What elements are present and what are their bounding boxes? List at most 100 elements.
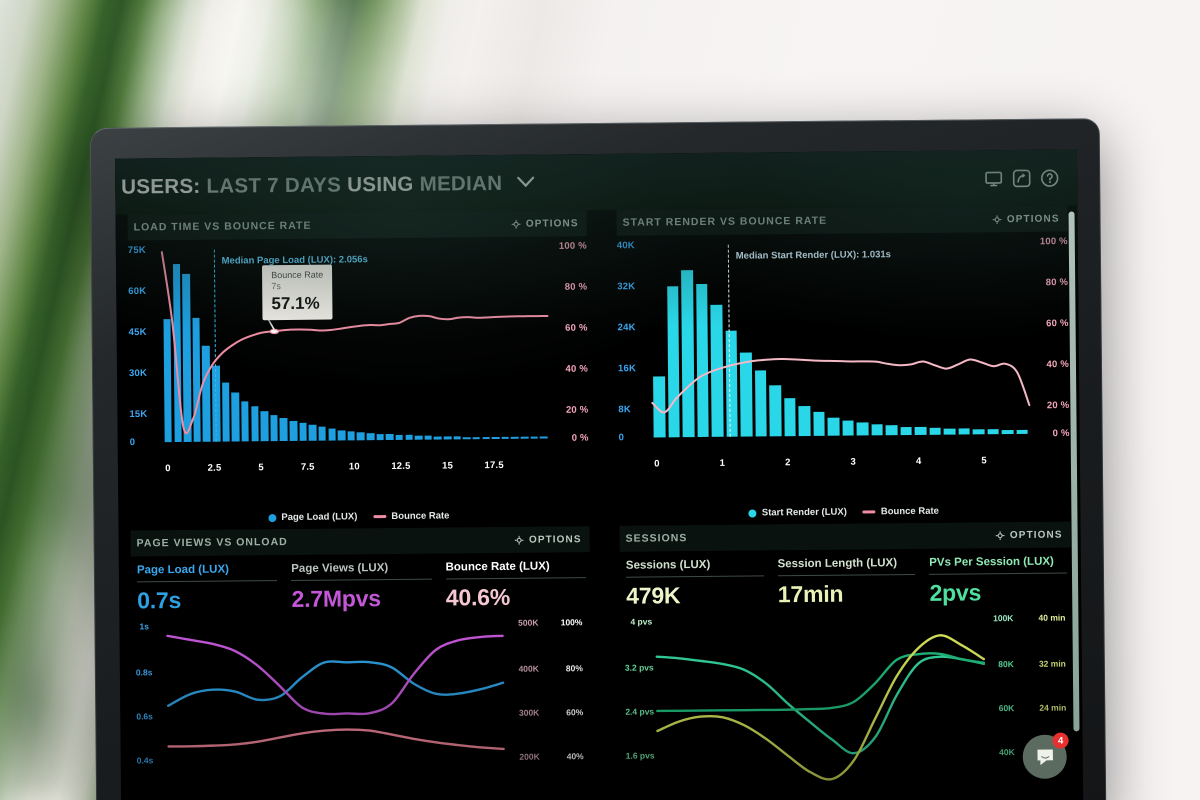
options-label: OPTIONS (525, 217, 579, 230)
x-tick: 17.5 (484, 459, 504, 472)
y2-tick: 100 % (1039, 235, 1068, 248)
dashboard-grid: LOAD TIME VS BOUNCE RATE OPTIONS 75K 60K (115, 205, 1084, 800)
header-spacer (534, 178, 975, 182)
kpi-sessions[interactable]: Sessions (LUX) 479K (626, 558, 764, 609)
legend-marker-line (862, 510, 876, 514)
kpi-label: Page Load (LUX) (136, 563, 229, 577)
title-using: USING (347, 172, 414, 197)
y-tick: 0 (618, 432, 625, 444)
kpi-label: PVs Per Session (LUX) (929, 555, 1054, 569)
options-label: OPTIONS (1006, 213, 1060, 225)
y2-tick: 60 % (565, 322, 588, 334)
legend-label: Bounce Rate (880, 505, 939, 518)
kpi-label: Sessions (LUX) (625, 558, 711, 572)
panel-page-views: PAGE VIEWS VS ONLOAD OPTIONS Page Load (… (119, 526, 603, 800)
x-tick: 10 (348, 461, 360, 473)
legend-marker-dot (268, 513, 277, 522)
left-tick: 2.4 pvs (625, 706, 655, 717)
panel-title: START RENDER VS BOUNCE RATE (622, 214, 828, 229)
panel-load-time: LOAD TIME VS BOUNCE RATE OPTIONS 75K 60K (115, 210, 599, 531)
kpi-divider (445, 577, 586, 580)
kpi-pvs-per-session[interactable]: PVs Per Session (LUX) 2pvs (929, 555, 1068, 607)
options-label: OPTIONS (1009, 529, 1063, 541)
gear-icon (514, 535, 524, 545)
title-metric: MEDIAN (419, 171, 503, 196)
right-tick-k: 100K (993, 613, 1014, 624)
panel-title: SESSIONS (625, 532, 688, 545)
mini-lines-page-views (167, 615, 503, 762)
gear-icon (511, 219, 521, 229)
chat-widget-button[interactable]: 4 (1022, 732, 1069, 779)
panel-header-start-render: START RENDER VS BOUNCE RATE OPTIONS (616, 205, 1068, 236)
right-tick-k: 200K (519, 751, 540, 762)
legend-item[interactable]: Start Render (LUX) (748, 507, 847, 519)
right-tick-k: 500K (518, 617, 539, 628)
y-tick: 0 (129, 436, 136, 448)
kpi-session-length[interactable]: Session Length (LUX) 17min (777, 557, 916, 608)
help-icon[interactable] (1040, 168, 1059, 187)
kpi-bounce-rate[interactable]: Bounce Rate (LUX) 40.6% (445, 560, 586, 611)
y-tick: 16K (617, 363, 637, 375)
x-tick: 3 (850, 456, 857, 468)
kpi-label: Bounce Rate (LUX) (445, 560, 550, 574)
chat-badge: 4 (1052, 732, 1069, 749)
options-button-start-render[interactable]: OPTIONS (992, 213, 1060, 225)
x-tick: 0 (654, 458, 660, 470)
bounce-rate-hover-point (270, 329, 279, 333)
monitor-icon[interactable] (984, 169, 1003, 188)
title-prefix: USERS: (121, 174, 201, 199)
kpi-page-load[interactable]: Page Load (LUX) 0.7s (137, 563, 278, 614)
y-tick: 8K (618, 404, 631, 416)
chart-sessions: 4 pvs 3.2 pvs 2.4 pvs 1.6 pvs 100K 80K 6… (620, 607, 1072, 761)
panel-header-sessions: SESSIONS OPTIONS (619, 521, 1071, 552)
kpi-row-page-views: Page Load (LUX) 0.7s Page Views (LUX) 2.… (137, 560, 586, 614)
x-tick: 0 (165, 463, 171, 475)
y-tick: 24K (617, 322, 636, 334)
page-title[interactable]: USERS: LAST 7 DAYS USING MEDIAN (121, 170, 535, 200)
options-button-load-time[interactable]: OPTIONS (511, 217, 579, 230)
left-tick: 3.2 pvs (624, 662, 654, 673)
options-button-page-views[interactable]: OPTIONS (514, 534, 582, 546)
legend-item[interactable]: Page Load (LUX) (268, 511, 357, 523)
kpi-divider (777, 573, 916, 577)
left-tick: 4 pvs (630, 616, 653, 627)
y-tick: 75K (127, 244, 146, 257)
kpi-value: 0.7s (137, 587, 182, 614)
y2-tick: 0 % (571, 432, 589, 444)
right-tick-k: 80K (998, 659, 1014, 670)
y2-tick: 40 % (1046, 358, 1070, 371)
legend-start-render: Start Render (LUX) Bounce Rate (607, 504, 1080, 520)
x-tick: 12.5 (391, 460, 411, 472)
tooltip-title: Bounce Rate (271, 269, 324, 281)
kpi-label: Page Views (LUX) (291, 562, 389, 575)
x-tick: 1 (719, 457, 726, 469)
options-button-sessions[interactable]: OPTIONS (995, 529, 1063, 541)
kpi-divider (137, 580, 278, 583)
right-tick-pct: 60% (566, 707, 584, 718)
legend-item[interactable]: Bounce Rate (373, 510, 450, 522)
panel-title: PAGE VIEWS VS ONLOAD (136, 535, 288, 550)
panel-header-load-time: LOAD TIME VS BOUNCE RATE OPTIONS (127, 210, 587, 241)
y-tick: 60K (128, 285, 147, 298)
kpi-value: 17min (777, 580, 844, 608)
legend-marker-dot (748, 508, 757, 518)
app-header: USERS: LAST 7 DAYS USING MEDIAN (114, 149, 1078, 215)
legend-item[interactable]: Bounce Rate (862, 505, 939, 518)
panel-sessions: SESSIONS OPTIONS Sessions (LUX) 47 (599, 521, 1084, 800)
plot-area-load-time: Median Page Load (LUX): 2.056s Bounce Ra… (162, 246, 549, 443)
bounce-rate-line (651, 242, 1030, 438)
y2-tick: 40 % (565, 363, 589, 375)
right-tick-pct: 40% (566, 751, 584, 762)
chevron-down-icon[interactable] (517, 170, 535, 194)
kpi-value: 479K (626, 582, 681, 609)
kpi-page-views[interactable]: Page Views (LUX) 2.7Mpvs (291, 562, 432, 613)
tooltip-bounce-rate[interactable]: Bounce Rate 7s 57.1% (262, 264, 333, 320)
kpi-divider (625, 575, 764, 578)
x-tick: 7.5 (300, 461, 315, 473)
plot-area-start-render: Median Start Render (LUX): 1.031s (651, 242, 1030, 438)
left-tick: 0.4s (136, 755, 154, 766)
laptop-screen: USERS: LAST 7 DAYS USING MEDIAN (114, 149, 1084, 800)
right-tick-min: 32 min (1038, 658, 1066, 669)
x-tick: 5 (981, 455, 987, 467)
share-icon[interactable] (1012, 168, 1031, 187)
